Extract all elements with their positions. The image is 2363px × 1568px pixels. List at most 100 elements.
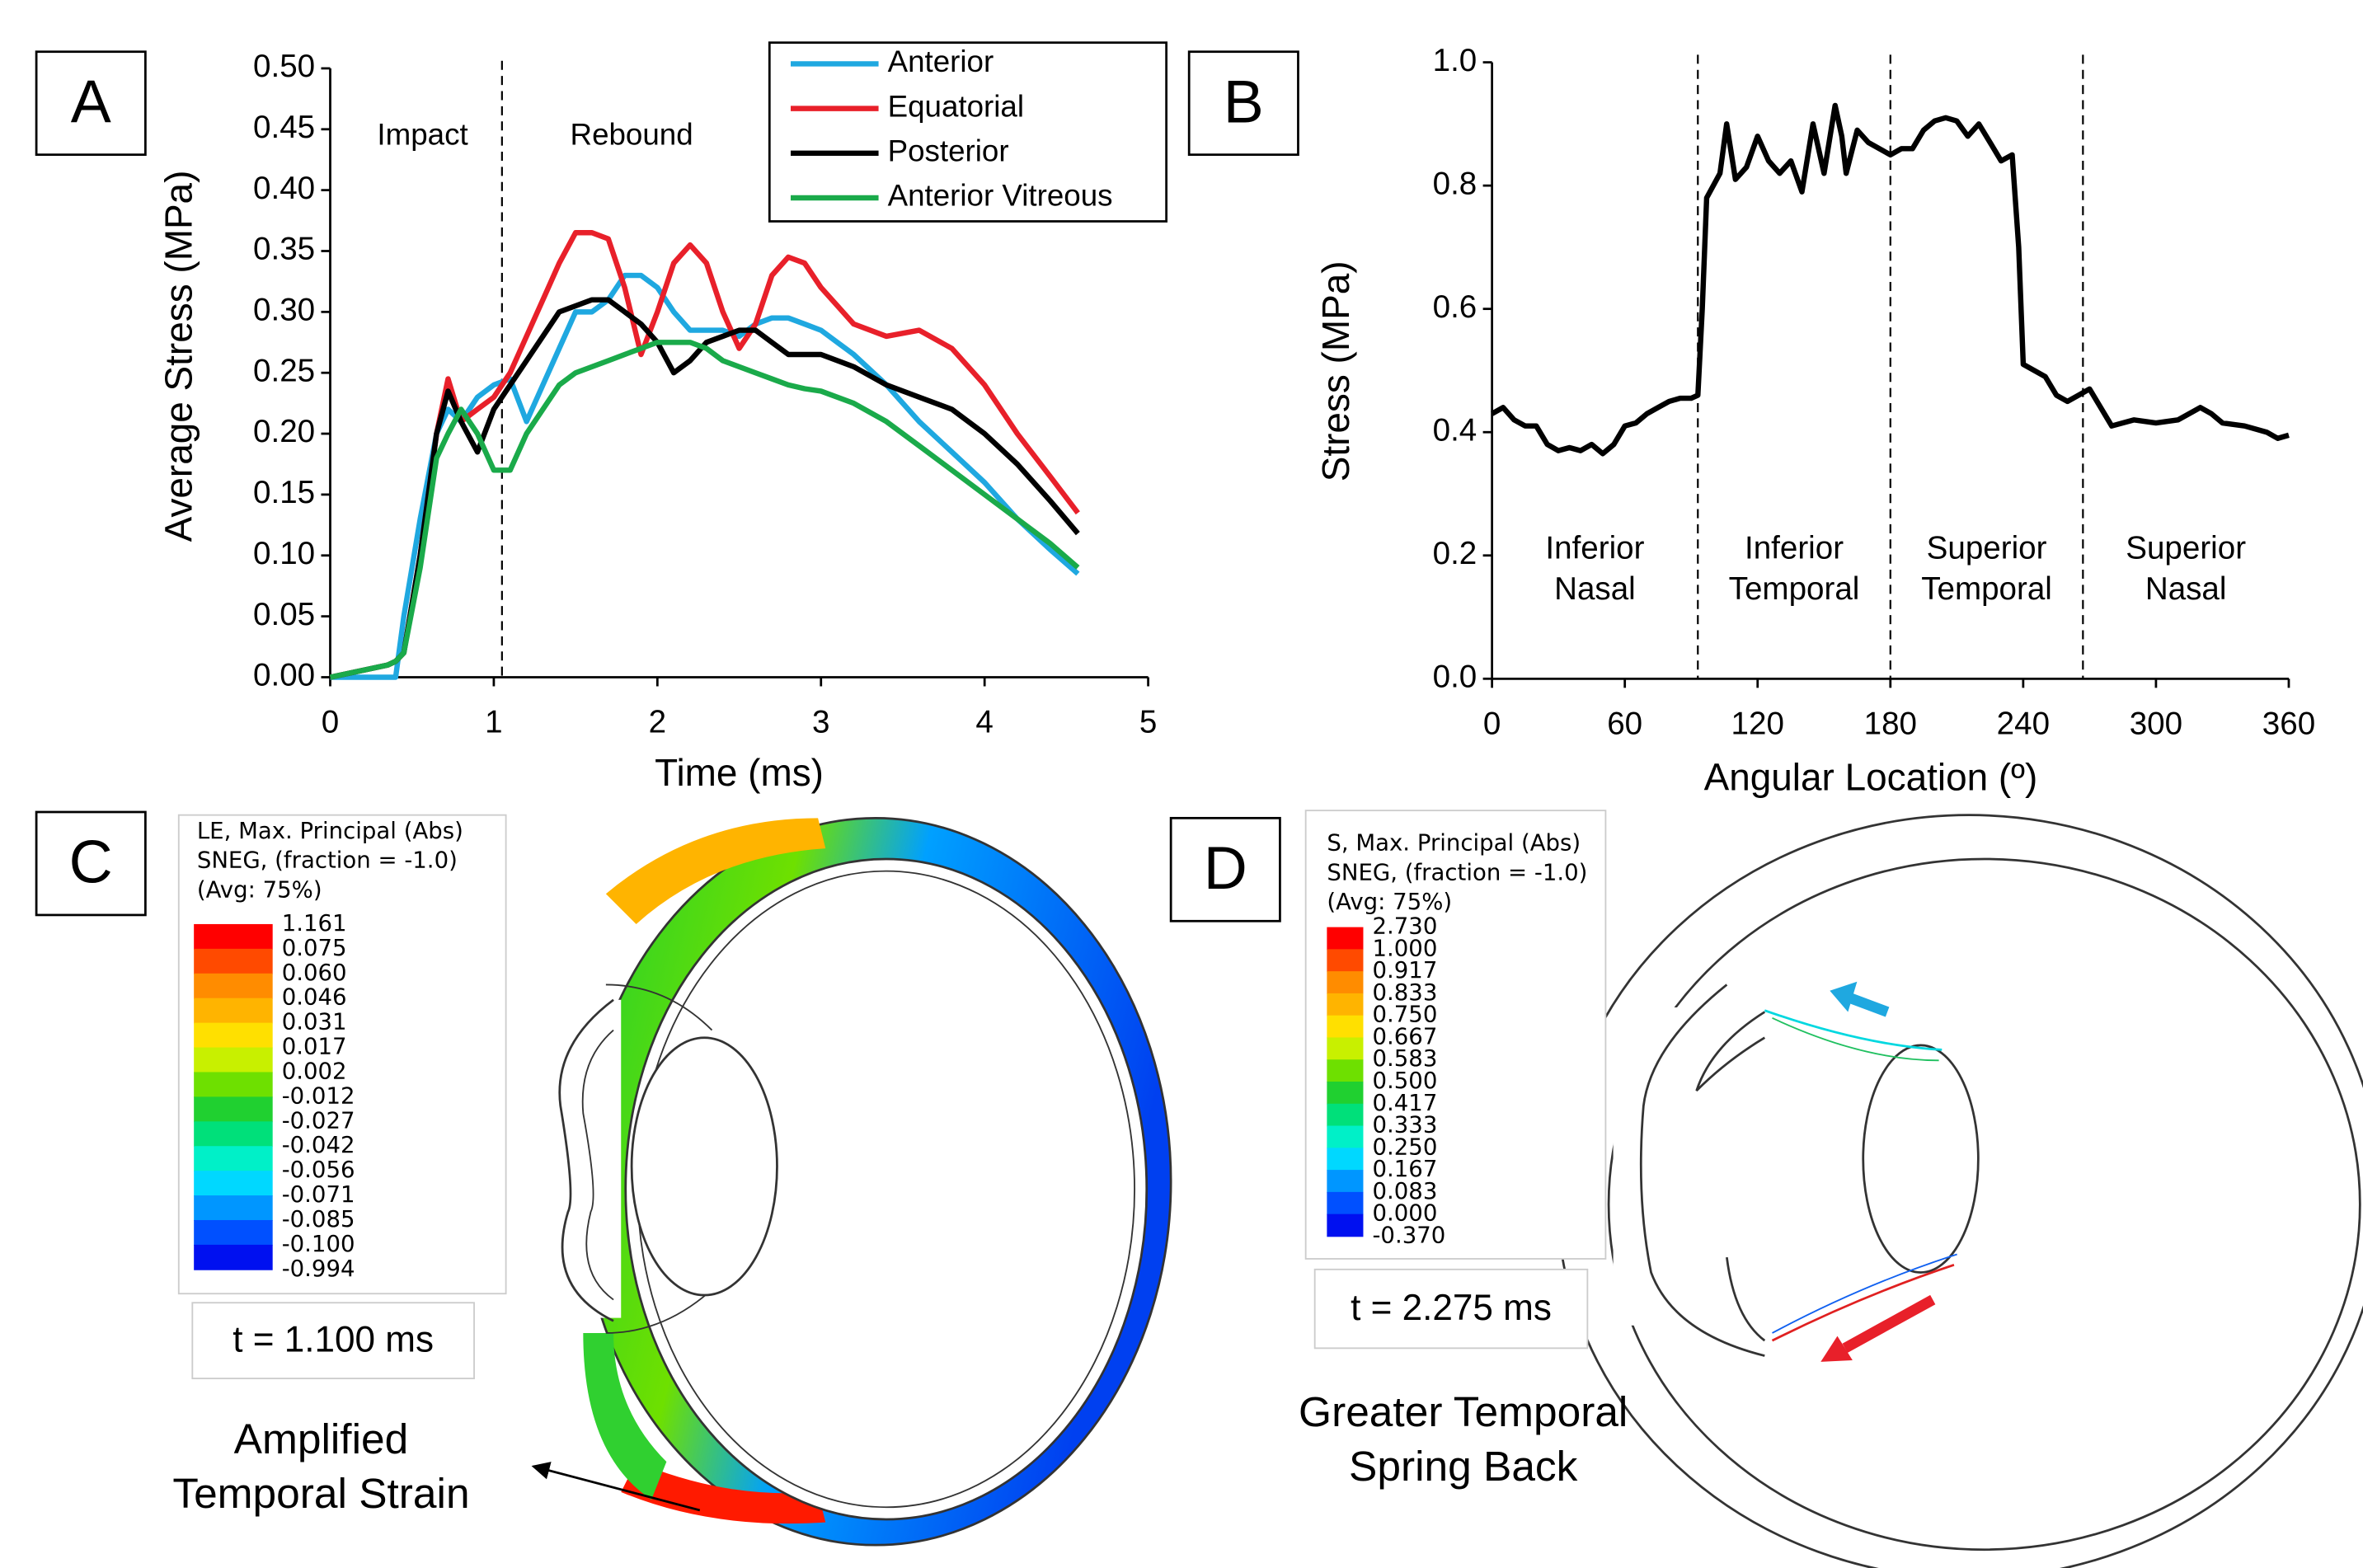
contour-band (194, 1047, 273, 1073)
y-tick-label: 0.4 (1433, 412, 1477, 448)
contour-legend-title: SNEG, (fraction = -1.0) (197, 847, 458, 874)
contour-band (1327, 949, 1364, 973)
y-tick-label: 0.05 (253, 597, 315, 632)
x-axis-label: Time (ms) (655, 751, 824, 794)
y-tick-label: 0.25 (253, 353, 315, 388)
contour-level-label: 2.730 (1372, 913, 1437, 940)
panel-label-box (1187, 50, 1299, 157)
contour-level-label: 0.583 (1372, 1045, 1437, 1072)
contour-band (1327, 1170, 1364, 1193)
contour-band (194, 1096, 273, 1123)
contour-level-label: 0.060 (282, 960, 347, 986)
y-tick-label: 0.2 (1433, 536, 1477, 571)
contour-band (1327, 993, 1364, 1016)
contour-level-label: -0.071 (282, 1181, 355, 1208)
x-tick-label: 300 (2130, 706, 2182, 741)
contour-level-label: -0.100 (282, 1231, 355, 1257)
contour-level-label: 1.161 (282, 910, 347, 937)
x-tick-label: 60 (1607, 706, 1642, 741)
y-tick-label: 0.45 (253, 110, 315, 145)
region-label: Temporal (1729, 571, 1860, 607)
contour-band (1327, 1059, 1364, 1082)
legend-label: Anterior (888, 45, 994, 78)
contour-level-label: 0.750 (1372, 1002, 1437, 1028)
x-tick-label: 240 (1997, 706, 2050, 741)
x-axis-label: Angular Location (º) (1704, 756, 2038, 799)
contour-level-label: -0.056 (282, 1157, 355, 1183)
contour-level-label: 0.017 (282, 1034, 347, 1060)
figure-annotation: Amplified (234, 1415, 409, 1462)
contour-legend-title: LE, Max. Principal (Abs) (197, 818, 463, 844)
contour-band (194, 923, 273, 950)
y-tick-label: 0.8 (1433, 166, 1477, 201)
y-tick-label: 0.35 (253, 232, 315, 267)
panel-label-box (1169, 816, 1281, 922)
panel-label: B (1224, 67, 1264, 135)
contour-level-label: 0.000 (1372, 1200, 1437, 1227)
x-tick-label: 180 (1864, 706, 1917, 741)
data-line (329, 230, 1080, 680)
legend-box (768, 41, 1168, 223)
contour-level-label: -0.012 (282, 1082, 355, 1109)
contour-band (194, 1121, 273, 1148)
contour-band (1327, 927, 1364, 951)
region-label: Nasal (2145, 571, 2227, 607)
data-line (330, 272, 1080, 680)
y-tick-label: 0.20 (253, 414, 315, 449)
panel-label: A (71, 67, 111, 135)
region-label: Temporal (1921, 571, 2052, 607)
figure-annotation: Greater Temporal (1299, 1387, 1628, 1435)
contour-band (194, 1195, 273, 1221)
data-line (329, 340, 1080, 680)
contour-band (194, 1219, 273, 1246)
contour-level-label: -0.027 (282, 1107, 355, 1134)
x-tick-label: 5 (1139, 705, 1157, 740)
contour-level-label: -0.370 (1372, 1222, 1445, 1248)
y-tick-label: 0.0 (1433, 660, 1477, 695)
contour-level-label: 0.250 (1372, 1134, 1437, 1160)
contour-legend-title: (Avg: 75%) (197, 877, 322, 904)
contour-legend-title: (Avg: 75%) (1327, 889, 1452, 915)
y-tick-label: 0.15 (253, 475, 315, 510)
contour-band (1327, 1103, 1364, 1127)
contour-band (1327, 1125, 1364, 1149)
phase-label: Impact (377, 117, 467, 151)
contour-level-label: 0.046 (282, 984, 347, 1011)
contour-level-label: 0.167 (1372, 1156, 1437, 1182)
y-tick-label: 0.00 (253, 658, 315, 693)
contour-level-label: 0.075 (282, 935, 347, 961)
legend-label: Anterior Vitreous (888, 179, 1113, 213)
contour-band (1327, 1037, 1364, 1061)
data-line (1491, 102, 2290, 457)
eye-model-c (514, 816, 1172, 1547)
y-tick-label: 0.6 (1433, 289, 1477, 325)
contour-level-label: 0.002 (282, 1058, 347, 1084)
contour-level-label: 0.500 (1372, 1068, 1437, 1094)
contour-level-label: 0.031 (282, 1009, 347, 1035)
panel-label-box (35, 810, 147, 917)
phase-label: Rebound (571, 117, 693, 151)
x-tick-label: 360 (2262, 706, 2315, 741)
contour-level-label: -0.994 (282, 1256, 355, 1282)
y-axis-label: Stress (MPa) (1314, 261, 1357, 481)
contour-band (1327, 971, 1364, 994)
time-box (191, 1302, 475, 1380)
contour-band (194, 973, 273, 999)
x-tick-label: 3 (812, 705, 829, 740)
contour-band (1327, 1015, 1364, 1039)
figure-annotation: Spring Back (1349, 1442, 1578, 1490)
contour-band (194, 998, 273, 1024)
region-label: Inferior (1545, 530, 1644, 566)
time-label: t = 2.275 ms (1351, 1288, 1552, 1328)
contour-band (1327, 1214, 1364, 1237)
x-tick-label: 4 (975, 705, 993, 740)
contour-band (1327, 1191, 1364, 1215)
legend-label: Equatorial (888, 89, 1024, 123)
figure-annotation: Temporal Strain (172, 1469, 469, 1517)
data-line (329, 297, 1080, 680)
contour-level-label: -0.042 (282, 1132, 355, 1158)
panel-label: D (1204, 833, 1247, 902)
x-tick-label: 1 (485, 705, 502, 740)
